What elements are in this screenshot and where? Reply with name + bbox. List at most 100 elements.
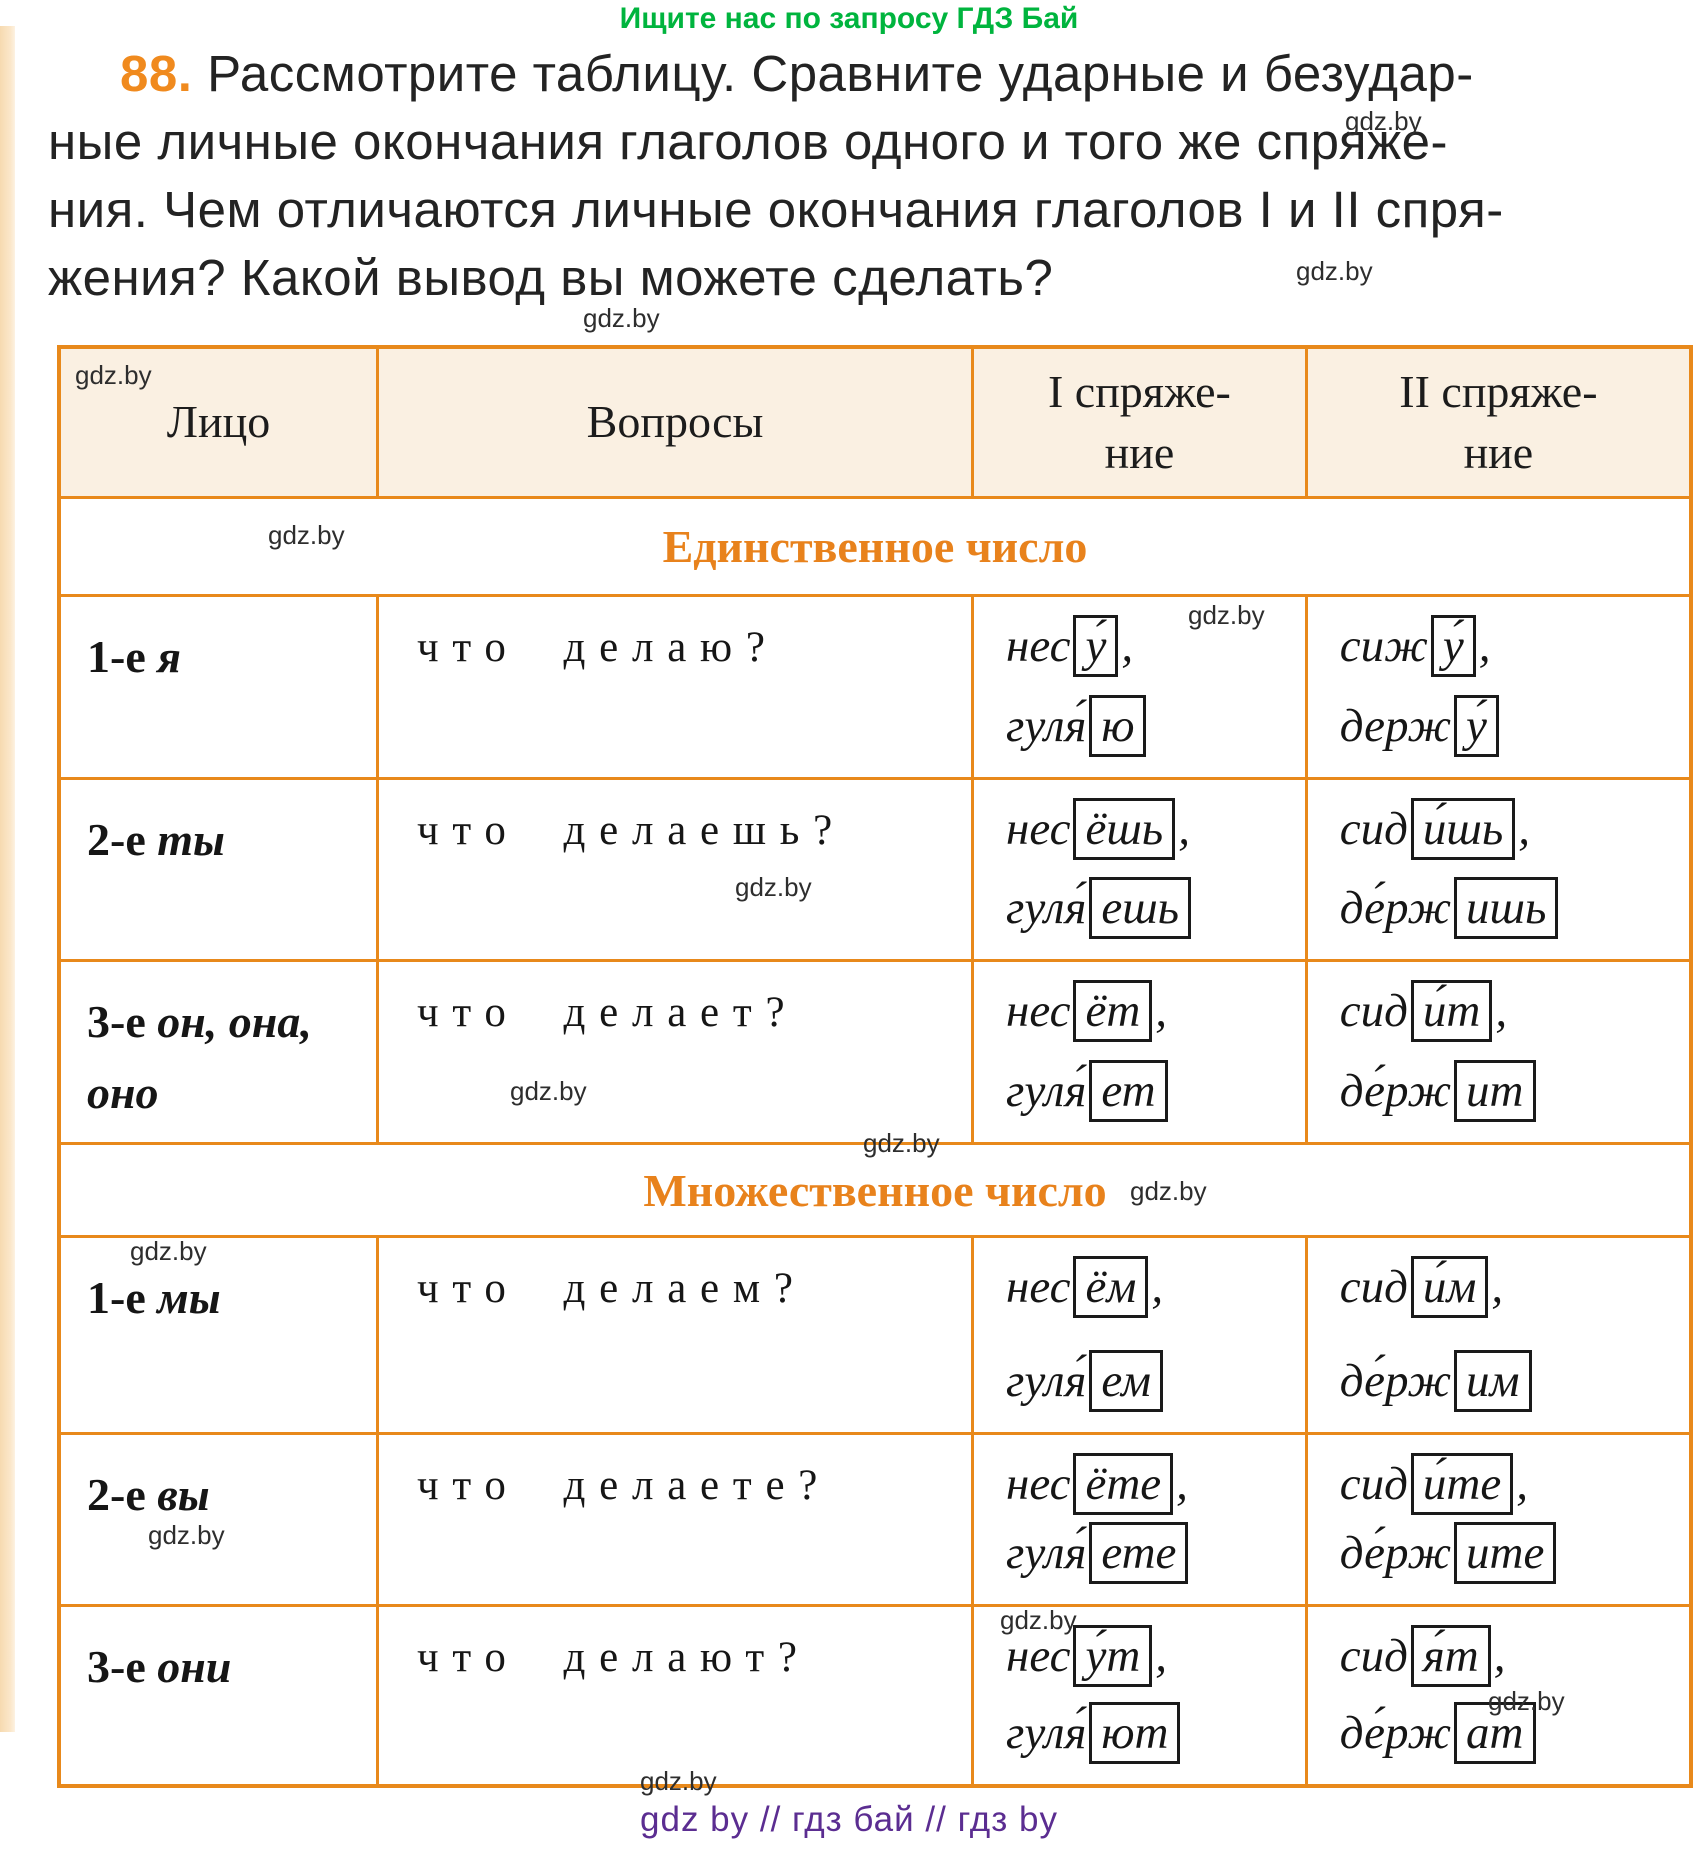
gdz-watermark: gdz.by (640, 1766, 717, 1796)
verb-form: гуля́ ет (1006, 1059, 1301, 1122)
verb-form: де́рж ите (1339, 1521, 1685, 1584)
person-pronoun: я (157, 631, 181, 682)
verb-stem: гуля́ (1006, 1526, 1087, 1579)
table-header-cell: II спряже- ние (1304, 349, 1689, 496)
exercise-text: 88. Рассмотрите таблицу. Сравните ударны… (48, 40, 1696, 312)
gdz-watermark: gdz.by (130, 1236, 207, 1266)
gdz-watermark: gdz.by (1188, 600, 1265, 630)
conjugation-2-cell: сиж у́, держ у́ (1304, 597, 1689, 777)
comma: , (1151, 1261, 1164, 1313)
verb-stem: нес (1006, 620, 1071, 672)
ending-box: ю (1089, 694, 1147, 757)
table-header-row: Лицо Вопросы I спряже- ние II спряже- ние (61, 349, 1689, 496)
ending-box: у́ (1430, 615, 1476, 678)
verb-stem: де́рж (1339, 1526, 1452, 1579)
table-row: 1-е я что делаю? нес у́, гуля́ ю сиж у́, держ у́ (61, 594, 1689, 777)
person-number: 1-е (87, 1272, 146, 1323)
question-cell: что делаете? (376, 1435, 971, 1604)
verb-stem: де́рж (1339, 1706, 1452, 1759)
table-row: 3-е он, она, оно что делает? нес ёт, гуля́ ет… (61, 959, 1689, 1142)
gdz-watermark: gdz.by (1296, 256, 1373, 286)
comma: , (1491, 1261, 1504, 1313)
ending-box: ите (1454, 1521, 1557, 1584)
verb-stem: держ (1339, 699, 1452, 752)
exercise-line: жения? Какой вывод вы можете сделать? (48, 249, 1054, 306)
conjugation-1-cell: нес ёшь, гуля́ ешь (971, 780, 1305, 959)
verb-form: гуля́ ешь (1006, 876, 1301, 939)
comma: , (1518, 803, 1531, 855)
gdz-watermark: gdz.by (863, 1128, 940, 1158)
gdz-watermark: gdz.by (510, 1076, 587, 1106)
person-number: 3-е (87, 1641, 146, 1692)
person-pronoun: он, она, оно (87, 996, 312, 1119)
conjugation-2-cell: сид и́т, де́рж ит (1304, 962, 1689, 1142)
exercise-line: ния. Чем отличаются личные окончания гла… (48, 181, 1504, 238)
exercise-line: ные личные окончания глаголов одного и т… (48, 113, 1448, 170)
verb-stem: гуля́ (1006, 699, 1087, 752)
person-number: 2-е (87, 1469, 146, 1520)
comma: , (1178, 803, 1190, 855)
verb-form: нес у́, (1006, 615, 1301, 678)
conjugation-1-cell: нес ёте, гуля́ ете (971, 1435, 1305, 1604)
verb-stem: нес (1006, 1458, 1071, 1510)
verb-stem: сид (1339, 985, 1408, 1037)
conjugation-table: Лицо Вопросы I спряже- ние II спряже- ние Ед… (57, 345, 1693, 1788)
gdz-watermark: gdz.by (75, 360, 152, 390)
conjugation-1-cell: нес у́, гуля́ ю (971, 597, 1305, 777)
verb-form: гуля́ ете (1006, 1521, 1301, 1584)
ending-box: и́м (1410, 1256, 1489, 1319)
ending-box: им (1454, 1349, 1532, 1412)
person-number: 1-е (87, 631, 146, 682)
conjugation-2-cell: сид я́т, де́рж ат (1304, 1607, 1689, 1784)
gdz-watermark: gdz.by (1488, 1686, 1565, 1716)
gdz-watermark: gdz.by (583, 303, 660, 333)
promo-banner: Ищите нас по запросу ГДЗ Бай (619, 2, 1079, 35)
verb-stem: сиж (1339, 620, 1428, 672)
question-cell: что делаешь? (376, 780, 971, 959)
ending-box: ёте (1073, 1453, 1174, 1516)
verb-stem: сид (1339, 1458, 1408, 1510)
ending-box: ишь (1454, 876, 1559, 939)
ending-box: я́т (1410, 1625, 1491, 1688)
table-header-cell: I спряже- ние (971, 349, 1305, 496)
conjugation-2-cell: сид и́те, де́рж ите (1304, 1435, 1689, 1604)
comma: , (1176, 1458, 1188, 1510)
comma: , (1478, 620, 1491, 672)
verb-form: сид я́т, (1340, 1625, 1685, 1688)
verb-stem: нес (1006, 985, 1071, 1037)
exercise-line: 88. Рассмотрите таблицу. Сравните ударны… (48, 40, 1696, 108)
gdz-watermark: gdz.by (1130, 1176, 1207, 1206)
person-cell: 1-е мы (61, 1238, 376, 1432)
person-pronoun: мы (157, 1272, 221, 1323)
person-pronoun: они (157, 1641, 232, 1692)
conjugation-1-cell: нес у́т, гуля́ ют (971, 1607, 1305, 1784)
verb-stem: де́рж (1339, 1064, 1452, 1117)
table-row: 3-е они что делают? нес у́т, гуля́ ют сид я́т, д… (61, 1604, 1689, 1784)
ending-box: и́т (1410, 980, 1493, 1043)
ending-box: ит (1454, 1059, 1536, 1122)
verb-stem: гуля́ (1006, 881, 1087, 934)
verb-stem: гуля́ (1006, 1706, 1087, 1759)
question-cell: что делают? (376, 1607, 971, 1784)
ending-box: ёт (1073, 980, 1153, 1043)
ending-box: ете (1089, 1521, 1189, 1584)
exercise-number: 88. (120, 45, 193, 102)
gdz-watermark: gdz.by (1000, 1605, 1077, 1635)
person-cell: 1-е я (61, 597, 376, 777)
verb-form: сиж у́, (1339, 615, 1685, 678)
verb-stem: гуля́ (1006, 1064, 1087, 1117)
section-row: Единственное число (61, 496, 1689, 594)
question-cell: что делает? (376, 962, 971, 1142)
ending-box: ёшь (1073, 798, 1176, 861)
verb-form: де́рж ишь (1340, 876, 1685, 939)
verb-stem: де́рж (1339, 1354, 1452, 1407)
verb-form: нес ём, (1006, 1256, 1301, 1319)
verb-form: сид и́т, (1339, 980, 1685, 1043)
person-pronoun: ты (157, 814, 225, 865)
gdz-watermark: gdz.by (1345, 106, 1422, 136)
table-row: 2-е вы что делаете? нес ёте, гуля́ ете сид и́те… (61, 1432, 1689, 1604)
verb-form: де́рж им (1339, 1349, 1685, 1412)
gdz-watermark: gdz.by (148, 1520, 225, 1550)
page-edge-decoration (0, 26, 15, 1732)
verb-stem: нес (1006, 803, 1071, 855)
